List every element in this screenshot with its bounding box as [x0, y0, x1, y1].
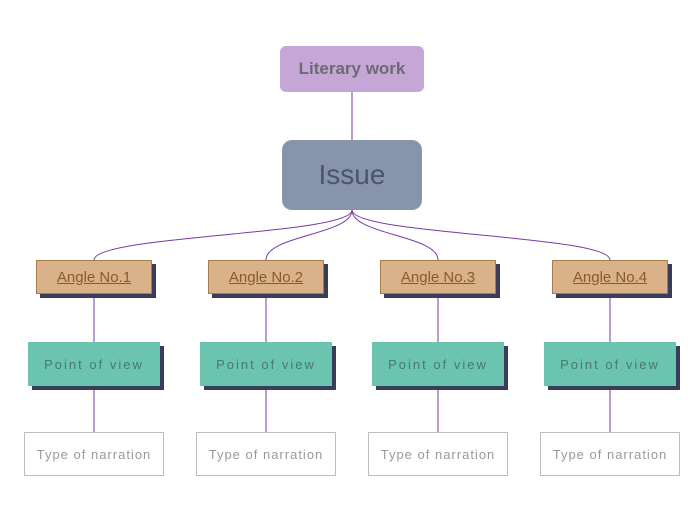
- pov-node-1-label: Point of view: [44, 357, 144, 372]
- root-node: Literary work: [280, 46, 424, 92]
- angle-node-4-label: Angle No.4: [573, 269, 647, 286]
- angle-node-3: Angle No.3: [380, 260, 496, 294]
- root-node-label: Literary work: [299, 59, 406, 79]
- issue-node-label: Issue: [319, 159, 386, 191]
- narration-node-4: Type of narration: [540, 432, 680, 476]
- angle-node-2-label: Angle No.2: [229, 269, 303, 286]
- pov-node-1: Point of view: [28, 342, 160, 386]
- pov-node-2-label: Point of view: [216, 357, 316, 372]
- pov-node-4-label: Point of view: [560, 357, 660, 372]
- issue-node: Issue: [282, 140, 422, 210]
- pov-node-4: Point of view: [544, 342, 676, 386]
- pov-node-3: Point of view: [372, 342, 504, 386]
- narration-node-1-label: Type of narration: [37, 447, 152, 462]
- narration-node-2: Type of narration: [196, 432, 336, 476]
- narration-node-4-label: Type of narration: [553, 447, 668, 462]
- pov-node-3-label: Point of view: [388, 357, 488, 372]
- narration-node-3: Type of narration: [368, 432, 508, 476]
- angle-node-4: Angle No.4: [552, 260, 668, 294]
- angle-node-1-label: Angle No.1: [57, 269, 131, 286]
- angle-node-1: Angle No.1: [36, 260, 152, 294]
- narration-node-2-label: Type of narration: [209, 447, 324, 462]
- angle-node-3-label: Angle No.3: [401, 269, 475, 286]
- narration-node-1: Type of narration: [24, 432, 164, 476]
- pov-node-2: Point of view: [200, 342, 332, 386]
- angle-node-2: Angle No.2: [208, 260, 324, 294]
- narration-node-3-label: Type of narration: [381, 447, 496, 462]
